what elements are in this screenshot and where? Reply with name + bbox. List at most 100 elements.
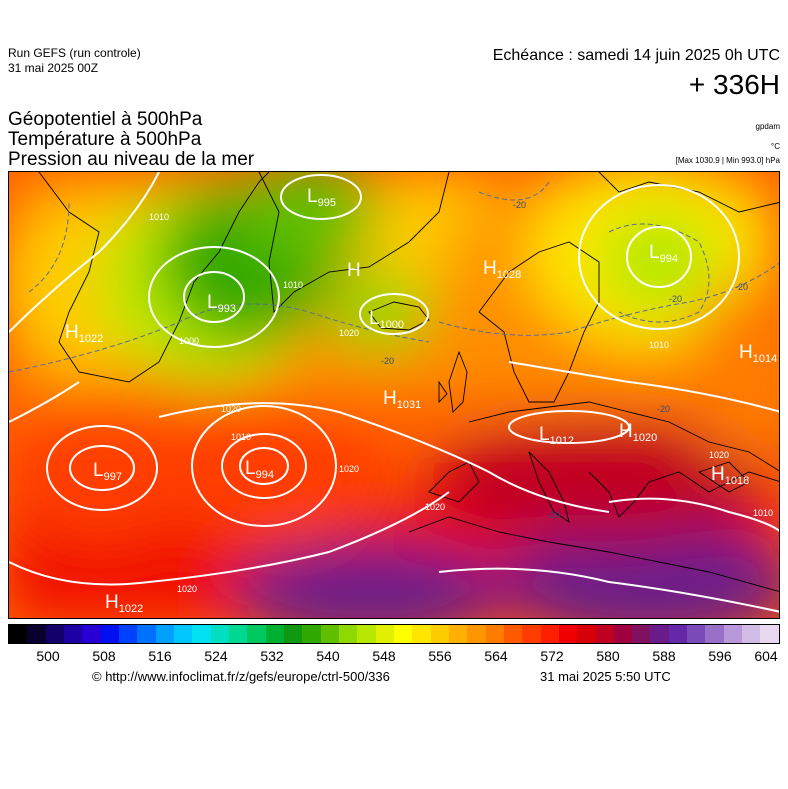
isobar-ring bbox=[359, 293, 429, 335]
isobar-labels: 1010 1000 1010 1020 1020 1010 1020 1020 1020 1010… bbox=[149, 212, 773, 594]
run-date: 31 mai 2025 00Z bbox=[8, 61, 99, 75]
coastline-iceland bbox=[368, 301, 430, 331]
colorbar-cell bbox=[668, 625, 688, 643]
colorbar-cell bbox=[320, 625, 339, 643]
colorbar-cell bbox=[742, 625, 761, 643]
isobar-ring bbox=[69, 445, 135, 491]
isobar-label: 1010 bbox=[149, 212, 169, 222]
colorbar-cell bbox=[265, 625, 284, 643]
colorbar-cell bbox=[558, 625, 578, 643]
isobar-ring bbox=[191, 405, 337, 527]
colorbar-cell bbox=[45, 625, 64, 643]
unit-geopotential: gpdam bbox=[755, 122, 780, 131]
isobar-ring bbox=[148, 246, 280, 348]
field-geopotential: Géopotentiel à 500hPa bbox=[8, 109, 203, 130]
colorbar-cell bbox=[63, 625, 83, 643]
colorbar-tick-label: 556 bbox=[428, 648, 452, 664]
colorbar-cell bbox=[302, 625, 321, 643]
colorbar-cell bbox=[577, 625, 596, 643]
colorbar-cell bbox=[467, 625, 486, 643]
colorbar-tick-label: 540 bbox=[316, 648, 340, 664]
colorbar-cell bbox=[228, 625, 248, 643]
colorbar-tick-label: 596 bbox=[708, 648, 732, 664]
copyright-link[interactable]: © http://www.infoclimat.fr/z/gefs/europe… bbox=[92, 669, 390, 684]
low-pressure-center: L1012 bbox=[539, 424, 574, 447]
weather-map[interactable]: H1022 L993 L995 H L1000 H1028 L994 H1014 H1031 L9… bbox=[8, 171, 780, 619]
isobar-label: 1020 bbox=[177, 584, 197, 594]
coastline-greenland bbox=[258, 172, 450, 313]
isobar-label: 1020 bbox=[425, 502, 445, 512]
colorbar-cell bbox=[393, 625, 413, 643]
colorbar-cell bbox=[9, 625, 28, 643]
isobar-ring bbox=[46, 425, 158, 511]
isobar-label: 1010 bbox=[753, 508, 773, 518]
colorbar-tick-label: 532 bbox=[260, 648, 284, 664]
colorbar-cell bbox=[173, 625, 193, 643]
colorbar-cell bbox=[137, 625, 156, 643]
isotherm-label: -20 bbox=[513, 200, 526, 210]
isobar-ring bbox=[508, 410, 630, 444]
colorbar-cell bbox=[760, 625, 779, 643]
colorbar-cell bbox=[705, 625, 724, 643]
isobar-ring bbox=[183, 271, 245, 323]
isotherm-labels: -20 -20 -20 -20 -20 -20 bbox=[381, 200, 748, 520]
isobar-ring bbox=[626, 226, 692, 288]
colorbar-tick-label: 508 bbox=[92, 648, 116, 664]
lead-time: + 336H bbox=[688, 69, 780, 100]
high-pressure-center: H1031 bbox=[383, 388, 421, 411]
colorbar-cell bbox=[595, 625, 614, 643]
colorbar-cell bbox=[357, 625, 376, 643]
colorbar-cell bbox=[375, 625, 394, 643]
coastline-italy bbox=[528, 451, 570, 524]
pressure-centers: H1022 L993 L995 H L1000 H1028 L994 H1014 H1031 L9… bbox=[65, 186, 777, 615]
colorbar-tick-label: 604 bbox=[754, 648, 778, 664]
coastline-central-europe bbox=[468, 401, 779, 472]
isobar-line bbox=[608, 497, 779, 532]
isobar-label: 1020 bbox=[339, 328, 359, 338]
isobar-line bbox=[158, 402, 610, 513]
colorbar-cell bbox=[82, 625, 101, 643]
isobar-ring bbox=[280, 174, 362, 220]
isobar-label: 1010 bbox=[231, 432, 251, 442]
colorbar-tick-label: 524 bbox=[204, 648, 228, 664]
high-pressure-center: H1020 bbox=[619, 421, 657, 444]
low-pressure-center: L993 bbox=[207, 292, 236, 315]
low-pressure-center: L994 bbox=[245, 458, 274, 481]
high-pressure-center: H1022 bbox=[65, 322, 103, 345]
colorbar bbox=[8, 624, 780, 644]
colorbar-cell bbox=[540, 625, 559, 643]
colorbar-cell bbox=[412, 625, 431, 643]
colorbar-cell bbox=[210, 625, 229, 643]
colorbar-cell bbox=[485, 625, 504, 643]
colorbar-cell bbox=[430, 625, 449, 643]
valid-time: Echéance : samedi 14 juin 2025 0h UTC bbox=[492, 47, 780, 64]
colorbar-cell bbox=[723, 625, 743, 643]
isotherm-line bbox=[438, 262, 779, 336]
colorbar-cell bbox=[448, 625, 468, 643]
isotherm-line bbox=[608, 223, 710, 323]
isotherms bbox=[9, 181, 779, 373]
isotherm-label: -20 bbox=[381, 356, 394, 366]
coastline-iberia bbox=[428, 461, 480, 503]
colorbar-cell bbox=[247, 625, 266, 643]
colorbar-cell bbox=[522, 625, 541, 643]
colorbar-tick-label: 500 bbox=[36, 648, 60, 664]
colorbar-tick-label: 548 bbox=[372, 648, 396, 664]
field-pressure: Pression au niveau de la mer bbox=[8, 149, 255, 170]
low-pressure-center: L997 bbox=[93, 460, 122, 483]
high-pressure-center: H bbox=[347, 260, 361, 281]
isobar-line bbox=[9, 381, 80, 423]
isobar-line bbox=[508, 361, 779, 413]
colorbar-cell bbox=[100, 625, 119, 643]
colorbar-tick-label: 564 bbox=[484, 648, 508, 664]
high-pressure-center: H1014 bbox=[739, 342, 777, 365]
colorbar-tick-label: 588 bbox=[652, 648, 676, 664]
generation-time: 31 mai 2025 5:50 UTC bbox=[540, 669, 671, 684]
low-pressure-center: L1000 bbox=[369, 308, 404, 331]
isobar-ring bbox=[578, 184, 740, 330]
isotherm-label: -20 bbox=[657, 404, 670, 414]
colorbar-cell bbox=[283, 625, 303, 643]
coastline-balkans bbox=[588, 471, 779, 518]
colorbar-tick-label: 572 bbox=[540, 648, 564, 664]
coastlines bbox=[38, 172, 779, 592]
